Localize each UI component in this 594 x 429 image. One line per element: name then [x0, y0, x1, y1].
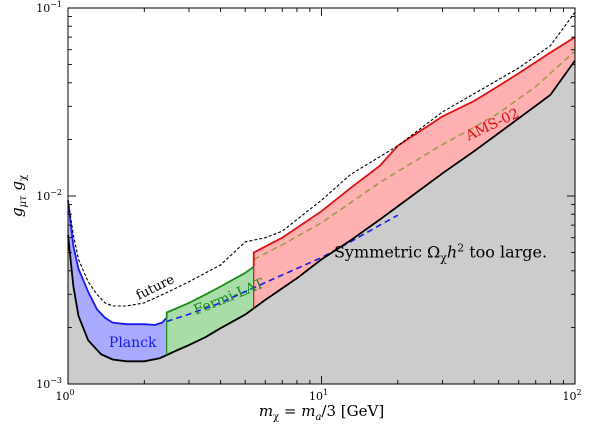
x-axis-label: mχ = ma/3 [GeV] — [259, 402, 384, 423]
plot-frame — [67, 7, 576, 385]
y-tick-label: 10−3 — [36, 376, 62, 391]
annotation-symmetric: Symmetric Ωχh2 too large. — [334, 242, 547, 265]
planck-region — [68, 200, 167, 362]
annotation-planck: Planck — [109, 335, 157, 351]
projection-line-olive — [253, 50, 576, 261]
fermi-region — [166, 266, 254, 355]
boundary-lines — [67, 11, 576, 363]
planck-line — [67, 200, 168, 326]
y-tick-label: 10−2 — [36, 188, 62, 203]
annotation-future: future — [134, 272, 177, 303]
x-tick-label: 101 — [309, 388, 328, 403]
fermi-line — [165, 266, 255, 318]
excluded-boundary-line — [67, 59, 576, 363]
x-tick-label: 102 — [562, 388, 581, 403]
projection-line-blue — [166, 214, 399, 323]
x-tick-label: 100 — [55, 388, 74, 403]
region-fills — [68, 37, 575, 384]
y-tick-label: 10−1 — [36, 0, 62, 15]
excluded-region — [68, 60, 575, 384]
future-line — [67, 11, 576, 307]
y-axis-label: gμτ gχ — [8, 175, 29, 217]
ams-region — [253, 37, 575, 309]
axis-ticks: 100 101 102 10−3 10−2 10−1 — [36, 0, 581, 403]
ams-line — [252, 36, 576, 267]
